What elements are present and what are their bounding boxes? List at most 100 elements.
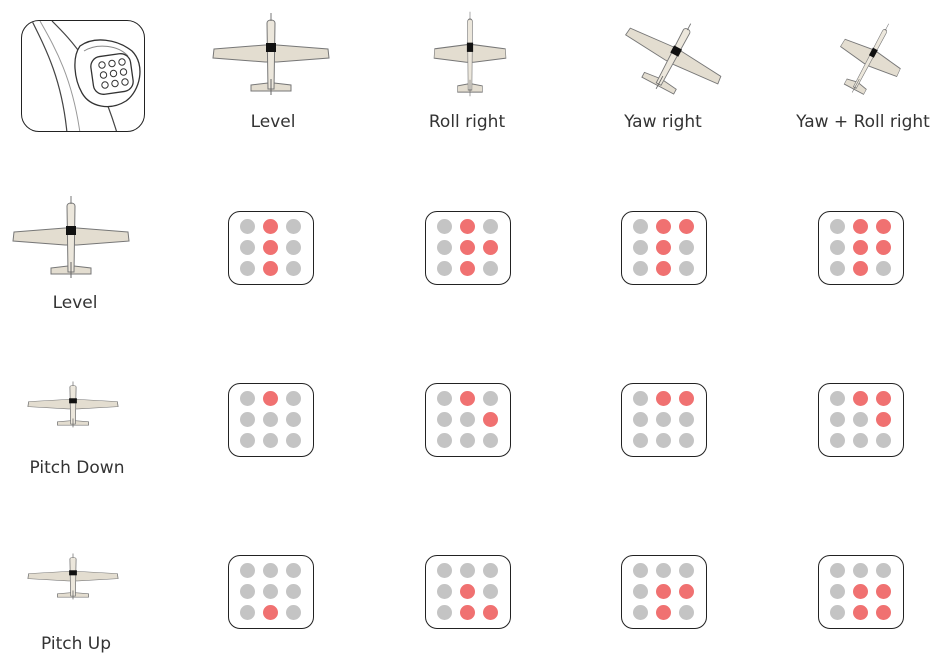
button-dot-inactive	[240, 605, 255, 620]
button-dot-inactive	[633, 412, 648, 427]
button-dot-active	[656, 261, 671, 276]
button-dot-active	[679, 391, 694, 406]
button-dot-inactive	[679, 240, 694, 255]
button-dot-active	[656, 240, 671, 255]
button-dot-inactive	[286, 240, 301, 255]
button-dot-inactive	[483, 563, 498, 578]
button-dot-active	[679, 584, 694, 599]
joystick-hat-illustration	[21, 20, 145, 132]
button-dot-active	[853, 240, 868, 255]
button-dot-inactive	[437, 433, 452, 448]
button-dot-inactive	[263, 563, 278, 578]
button-grid-level-yaw-roll-right	[818, 211, 904, 285]
button-dot-active	[460, 219, 475, 234]
button-dot-inactive	[830, 605, 845, 620]
button-dot-inactive	[679, 563, 694, 578]
button-dot-inactive	[633, 261, 648, 276]
button-dot-inactive	[286, 391, 301, 406]
button-dot-inactive	[656, 412, 671, 427]
button-dot-inactive	[876, 433, 891, 448]
button-grid-pitch-up-roll-right	[425, 555, 511, 629]
button-dot-active	[853, 391, 868, 406]
column-label-level: Level	[250, 112, 296, 132]
button-dot-active	[263, 240, 278, 255]
button-dot-inactive	[240, 412, 255, 427]
column-label-roll-right: Roll right	[428, 112, 506, 132]
row-label-pitch-up: Pitch Up	[40, 634, 112, 654]
button-dot-active	[263, 605, 278, 620]
button-dot-active	[853, 261, 868, 276]
button-dot-inactive	[437, 412, 452, 427]
column-label-yaw-roll-right: Yaw + Roll right	[796, 112, 930, 132]
button-dot-inactive	[830, 261, 845, 276]
button-dot-inactive	[460, 433, 475, 448]
button-dot-inactive	[633, 391, 648, 406]
button-dot-inactive	[483, 391, 498, 406]
button-dot-active	[656, 391, 671, 406]
button-dot-active	[460, 605, 475, 620]
button-dot-inactive	[286, 563, 301, 578]
row-label-pitch-down: Pitch Down	[29, 458, 125, 478]
joystick-icon	[31, 21, 141, 131]
button-dot-inactive	[633, 433, 648, 448]
button-grid-level-level	[228, 211, 314, 285]
button-dot-inactive	[263, 433, 278, 448]
button-grid-level-yaw-right	[621, 211, 707, 285]
button-dot-inactive	[437, 605, 452, 620]
airplane-yaw-right-icon	[618, 12, 728, 102]
column-label-yaw-right: Yaw right	[624, 112, 702, 132]
button-dot-inactive	[437, 261, 452, 276]
button-dot-inactive	[286, 605, 301, 620]
airplane-level-icon	[12, 195, 130, 279]
button-dot-inactive	[286, 219, 301, 234]
button-dot-inactive	[460, 563, 475, 578]
button-dot-inactive	[633, 584, 648, 599]
button-dot-inactive	[679, 261, 694, 276]
airplane-level-icon	[212, 12, 330, 96]
button-grid-level-roll-right	[425, 211, 511, 285]
button-dot-inactive	[437, 240, 452, 255]
button-grid-pitch-down-yaw-roll-right	[818, 383, 904, 457]
button-dot-inactive	[437, 563, 452, 578]
button-dot-active	[876, 412, 891, 427]
button-dot-inactive	[830, 412, 845, 427]
button-dot-inactive	[286, 412, 301, 427]
airplane-pitch-down-icon	[27, 381, 119, 428]
button-dot-inactive	[437, 391, 452, 406]
button-dot-inactive	[876, 261, 891, 276]
button-dot-inactive	[830, 391, 845, 406]
button-grid-pitch-up-level	[228, 555, 314, 629]
button-dot-active	[483, 412, 498, 427]
button-dot-active	[876, 584, 891, 599]
button-dot-active	[853, 605, 868, 620]
button-grid-pitch-up-yaw-roll-right	[818, 555, 904, 629]
button-grid-pitch-down-roll-right	[425, 383, 511, 457]
button-dot-active	[263, 391, 278, 406]
button-dot-active	[876, 219, 891, 234]
button-dot-inactive	[240, 584, 255, 599]
button-dot-inactive	[240, 391, 255, 406]
button-dot-active	[853, 219, 868, 234]
row-label-level: Level	[52, 293, 98, 313]
button-dot-active	[263, 261, 278, 276]
button-dot-active	[460, 391, 475, 406]
button-dot-inactive	[437, 219, 452, 234]
button-dot-active	[876, 240, 891, 255]
button-dot-inactive	[633, 563, 648, 578]
button-dot-inactive	[830, 563, 845, 578]
button-dot-inactive	[240, 563, 255, 578]
button-dot-inactive	[240, 261, 255, 276]
button-dot-inactive	[460, 412, 475, 427]
button-dot-active	[853, 584, 868, 599]
airplane-pitch-up-icon	[27, 553, 119, 600]
button-grid-pitch-up-yaw-right	[621, 555, 707, 629]
button-dot-inactive	[830, 240, 845, 255]
button-dot-inactive	[853, 412, 868, 427]
button-dot-inactive	[830, 219, 845, 234]
button-dot-active	[656, 605, 671, 620]
button-dot-active	[876, 391, 891, 406]
button-dot-inactive	[240, 240, 255, 255]
button-dot-inactive	[263, 412, 278, 427]
button-dot-active	[656, 219, 671, 234]
button-dot-active	[483, 240, 498, 255]
